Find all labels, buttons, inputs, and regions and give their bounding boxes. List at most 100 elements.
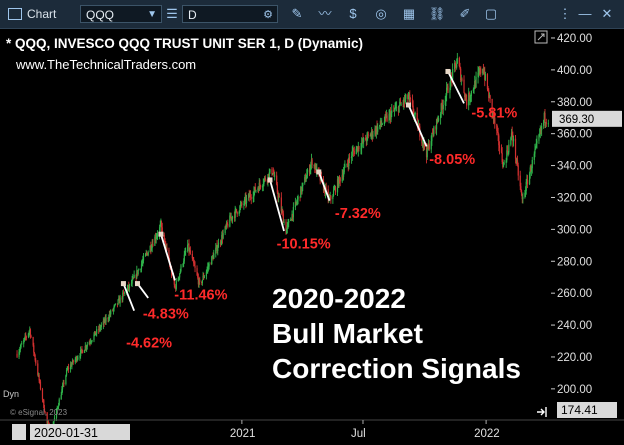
candle-body — [500, 148, 503, 153]
dollar-icon[interactable]: $ — [349, 6, 357, 21]
candle-body — [63, 382, 65, 384]
options-icon[interactable]: ◎ — [375, 6, 387, 21]
candle-body — [480, 68, 482, 74]
window-icon[interactable]: ▢ — [484, 6, 498, 21]
expand-icon[interactable] — [534, 30, 548, 44]
candle-body — [403, 98, 405, 104]
y-tick-label: 360.00 — [557, 129, 592, 141]
candle-body — [431, 132, 433, 142]
candle-body — [276, 175, 278, 185]
candle-body — [128, 284, 131, 289]
symbol-list-icon[interactable]: ☰ — [166, 6, 178, 21]
candle-body — [113, 306, 115, 309]
candle-body — [494, 117, 496, 125]
candle-body — [489, 95, 491, 99]
correction-start-marker — [158, 231, 164, 237]
candle-body — [386, 115, 388, 121]
close-icon[interactable]: ✕ — [601, 6, 613, 21]
line-study-icon[interactable]: 〰 — [318, 6, 332, 21]
candle-body — [136, 270, 139, 275]
x-tick-label: 2021 — [230, 428, 256, 440]
menu-icon[interactable]: ⋮ — [558, 6, 572, 21]
candle-body — [210, 263, 212, 265]
candle-body — [300, 187, 302, 198]
candle-body — [512, 134, 514, 142]
candle-body — [299, 196, 301, 198]
candle-body — [292, 207, 294, 218]
candle-body — [388, 113, 390, 121]
candle-body — [310, 164, 312, 169]
candle-body — [302, 182, 304, 187]
chevron-down-icon[interactable]: ▼ — [147, 9, 157, 20]
candle-body — [362, 139, 364, 143]
candle-body — [478, 71, 481, 73]
candle-body — [262, 185, 264, 188]
lock-icon[interactable] — [12, 424, 26, 440]
grid-icon[interactable]: ▦ — [402, 6, 416, 21]
candle-body — [502, 161, 504, 168]
draw-pencil-icon[interactable]: ✎ — [291, 6, 303, 21]
candle-body — [55, 408, 58, 418]
plot-area[interactable]: -4.62% -4.83% -11.46% -10.15% -7.32% -8.05% -5… — [0, 28, 624, 445]
candle-body — [529, 167, 531, 174]
candle-body — [506, 150, 508, 161]
candle-body — [146, 253, 149, 256]
candle-body — [132, 277, 134, 280]
candle-body — [461, 79, 463, 81]
candle-body — [411, 99, 414, 106]
candle-body — [361, 139, 363, 144]
candle-body — [94, 331, 96, 335]
candle-body — [216, 245, 218, 252]
candle-body — [56, 407, 58, 409]
candle-body — [381, 124, 383, 125]
candle-body — [422, 142, 424, 146]
candle-body — [253, 191, 255, 197]
interval-input[interactable]: D ⚙ — [182, 5, 278, 23]
candle-body — [182, 264, 184, 266]
candle-body — [203, 276, 206, 278]
candle-body — [165, 247, 167, 250]
candle-body — [112, 310, 114, 312]
candle-body — [348, 157, 351, 159]
candle-body — [249, 194, 251, 198]
candle-body — [29, 329, 32, 337]
correction-start-marker — [445, 68, 451, 74]
symbol-input[interactable]: QQQ ▼ — [80, 5, 162, 23]
candle-body — [543, 120, 545, 126]
candle-body — [530, 168, 533, 172]
edit-icon[interactable]: ✐ — [459, 6, 471, 21]
candle-body — [219, 242, 222, 244]
minimize-icon[interactable]: — — [578, 6, 592, 21]
candle-body — [168, 249, 170, 262]
chart-app-button[interactable]: Chart — [8, 0, 56, 28]
candle-body — [361, 143, 363, 149]
candle-body — [332, 190, 335, 197]
candle-body — [455, 64, 457, 68]
link-icon[interactable]: ⛓ — [428, 6, 446, 21]
candle-body — [357, 146, 359, 152]
candle-body — [286, 225, 288, 229]
candle-body — [109, 313, 111, 315]
correction-label: -4.83% — [143, 307, 189, 323]
candle-body — [198, 279, 200, 285]
candle-body — [239, 206, 241, 212]
candle-body — [244, 197, 246, 200]
candle-body — [409, 98, 412, 100]
y-tick-label: 280.00 — [557, 256, 592, 268]
scroll-to-end-icon[interactable] — [537, 407, 547, 417]
candle-body — [352, 150, 354, 151]
candle-body — [231, 217, 233, 220]
candle-body — [185, 251, 187, 252]
candle-body — [77, 357, 79, 359]
candle-body — [235, 209, 237, 210]
gear-icon[interactable]: ⚙ — [263, 9, 273, 21]
candle-body — [531, 159, 533, 169]
candle-body — [403, 98, 406, 102]
candle-body — [400, 103, 402, 105]
candle-body — [342, 172, 345, 177]
candle-body — [273, 173, 275, 177]
candle-body — [465, 94, 467, 100]
candle-body — [100, 326, 102, 329]
candle-body — [334, 187, 336, 190]
candle-body — [375, 126, 377, 134]
